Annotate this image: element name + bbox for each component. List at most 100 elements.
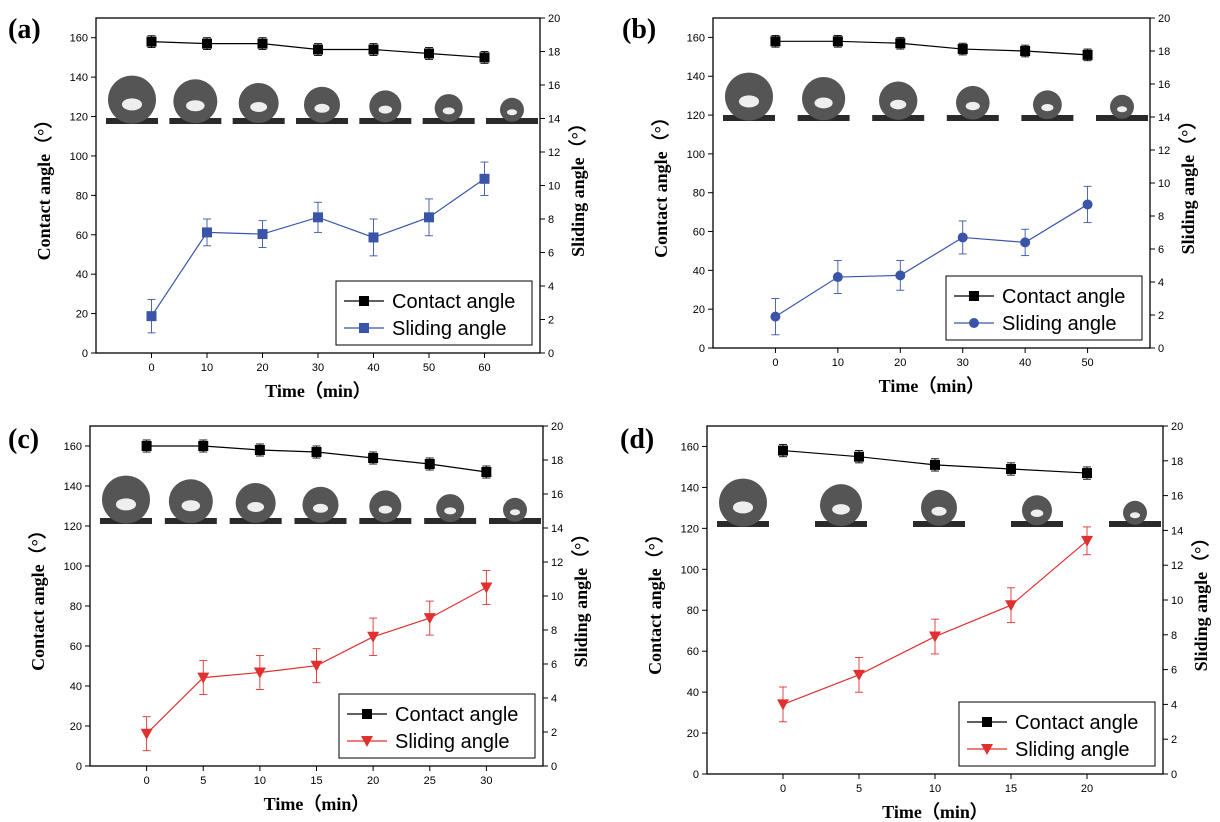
panel-label: (b) bbox=[622, 14, 656, 45]
droplet-image bbox=[489, 497, 541, 524]
data-point bbox=[310, 660, 323, 672]
legend-label: Contact angle bbox=[392, 291, 515, 313]
droplet-image bbox=[229, 483, 282, 524]
legend-label: Contact angle bbox=[1002, 286, 1125, 308]
droplet-images bbox=[106, 75, 538, 124]
y-tick-label: 20 bbox=[693, 304, 705, 316]
y2-tick-label: 14 bbox=[1171, 525, 1183, 537]
y-tick-label: 120 bbox=[70, 112, 88, 124]
droplet-image bbox=[296, 86, 348, 124]
data-point bbox=[368, 44, 379, 55]
x-tick-label: 60 bbox=[478, 362, 490, 374]
y2-tick-label: 8 bbox=[1171, 630, 1177, 642]
x-axis-title: Time（min） bbox=[265, 381, 371, 401]
x-tick-label: 20 bbox=[1081, 783, 1093, 795]
data-point bbox=[424, 212, 434, 223]
y-tick-label: 160 bbox=[687, 32, 705, 44]
series-contact-angle bbox=[778, 443, 1092, 480]
legend-marker bbox=[969, 291, 979, 301]
legend-label: Contact angle bbox=[1015, 712, 1138, 734]
y-tick-label: 80 bbox=[70, 601, 82, 613]
legend-box bbox=[945, 275, 1143, 341]
y2-tick-label: 16 bbox=[1171, 491, 1183, 503]
x-tick-label: 10 bbox=[201, 362, 213, 374]
legend-box bbox=[958, 701, 1156, 767]
y2-tick-label: 20 bbox=[548, 13, 560, 25]
droplet-highlight bbox=[738, 95, 760, 108]
legend-marker bbox=[981, 744, 993, 755]
legend-label: Contact angle bbox=[395, 704, 518, 726]
data-point bbox=[202, 38, 212, 49]
series-sliding-angle bbox=[146, 161, 490, 334]
y-tick-label: 40 bbox=[687, 687, 699, 699]
droplet-image bbox=[913, 489, 965, 527]
y2-tick-label: 14 bbox=[551, 523, 563, 535]
droplet-image bbox=[1096, 94, 1148, 121]
droplet-highlight bbox=[312, 503, 329, 513]
series-sliding-angle bbox=[140, 570, 493, 752]
droplet-highlight bbox=[186, 100, 205, 112]
y2-tick-label: 0 bbox=[548, 348, 554, 360]
data-point bbox=[1020, 237, 1031, 248]
data-point bbox=[368, 453, 379, 463]
data-point bbox=[770, 36, 781, 47]
x-tick-label: 20 bbox=[367, 775, 379, 787]
data-point bbox=[367, 631, 380, 643]
y2-tick-label: 14 bbox=[1158, 112, 1170, 124]
y-axis-title: Contact angle（°） bbox=[34, 111, 54, 261]
series-line bbox=[775, 203, 1088, 318]
droplet-image bbox=[717, 478, 769, 527]
data-point bbox=[1006, 463, 1016, 474]
series-contact-angle bbox=[146, 35, 490, 64]
droplet-image bbox=[169, 79, 222, 124]
y-tick-label: 60 bbox=[687, 646, 699, 658]
data-point bbox=[481, 467, 492, 477]
x-tick-label: 10 bbox=[929, 783, 941, 795]
y2-tick-label: 10 bbox=[1158, 178, 1170, 190]
data-point bbox=[198, 441, 209, 451]
data-point bbox=[1082, 49, 1093, 60]
data-point bbox=[1082, 199, 1093, 210]
y2-tick-label: 18 bbox=[1171, 456, 1183, 468]
droplet-highlight bbox=[442, 107, 455, 115]
legend-marker bbox=[361, 736, 373, 747]
y2-tick-label: 12 bbox=[551, 557, 563, 569]
y-tick-label: 140 bbox=[64, 481, 82, 493]
y2-axis-title: Sliding angle（°） bbox=[568, 114, 588, 257]
series-contact-angle bbox=[141, 439, 492, 479]
x-tick-label: 40 bbox=[1019, 357, 1031, 369]
y2-tick-label: 12 bbox=[548, 147, 560, 159]
x-tick-label: 0 bbox=[772, 357, 778, 369]
y-tick-label: 20 bbox=[687, 728, 699, 740]
data-point bbox=[313, 212, 323, 223]
y-tick-label: 100 bbox=[687, 149, 705, 161]
droplet-highlight bbox=[115, 498, 137, 511]
droplet-image bbox=[797, 77, 850, 121]
y-tick-label: 160 bbox=[681, 441, 699, 453]
y-tick-label: 0 bbox=[693, 769, 699, 781]
y2-tick-label: 4 bbox=[548, 281, 554, 293]
data-point bbox=[257, 229, 268, 240]
droplet-image bbox=[359, 490, 412, 524]
y-tick-label: 20 bbox=[76, 309, 88, 321]
droplet-highlight bbox=[247, 502, 265, 512]
legend-marker bbox=[969, 318, 979, 328]
data-point bbox=[197, 672, 210, 684]
droplet-image bbox=[294, 486, 347, 524]
y2-tick-label: 20 bbox=[1171, 421, 1183, 433]
legend-box bbox=[338, 693, 536, 759]
x-tick-label: 5 bbox=[200, 775, 206, 787]
y-tick-label: 60 bbox=[693, 227, 705, 239]
data-point bbox=[778, 445, 788, 456]
y2-tick-label: 6 bbox=[1158, 244, 1164, 256]
y-tick-label: 120 bbox=[687, 110, 705, 122]
data-point bbox=[957, 44, 968, 55]
droplet-images bbox=[717, 478, 1161, 527]
data-point bbox=[480, 582, 493, 594]
x-tick-label: 20 bbox=[894, 357, 906, 369]
data-point bbox=[424, 48, 434, 59]
y2-tick-label: 18 bbox=[1158, 46, 1170, 58]
x-tick-label: 0 bbox=[144, 775, 150, 787]
y-axis-title: Contact angle（°） bbox=[28, 521, 48, 671]
